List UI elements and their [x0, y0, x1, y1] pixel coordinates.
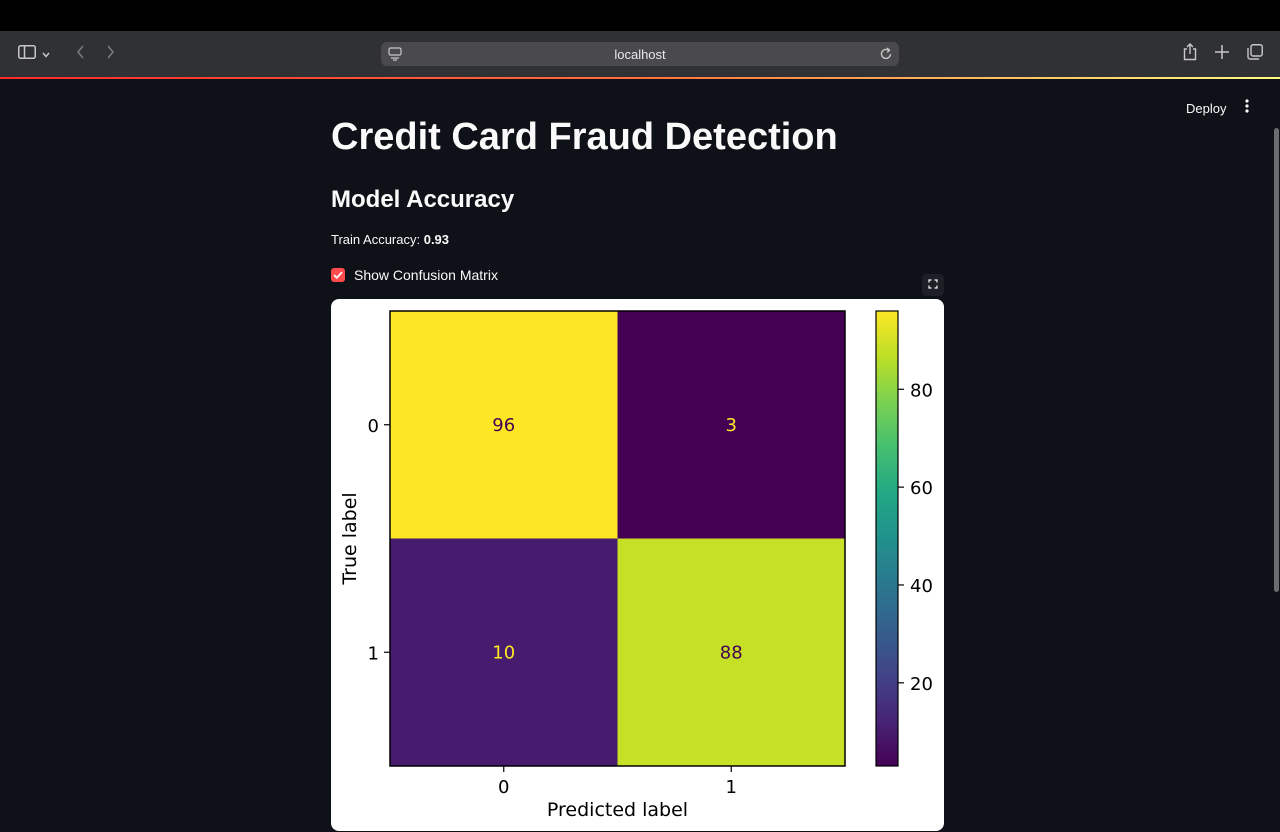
confusion-matrix-chart: 96 3 10 88 0 1 0 1 Predicted label True label 20 40…: [331, 299, 944, 831]
chevron-right-icon: [106, 44, 115, 64]
matrix-cell: [617, 311, 845, 539]
window-top-bar: [0, 0, 1280, 31]
deploy-button[interactable]: Deploy: [1186, 100, 1227, 116]
back-button[interactable]: [70, 31, 90, 77]
colorbar-tick-label: 20: [910, 674, 933, 695]
x-tick-label: 0: [498, 777, 509, 798]
chevron-left-icon: [76, 44, 85, 64]
matrix-cell: [390, 538, 618, 766]
new-tab-button[interactable]: [1210, 31, 1234, 77]
chevron-down-icon: [42, 45, 50, 63]
cell-value-label: 10: [492, 642, 515, 663]
fullscreen-button[interactable]: [922, 274, 944, 296]
y-tick-label: 0: [368, 416, 379, 437]
share-button[interactable]: [1178, 31, 1202, 77]
confusion-matrix-checkbox[interactable]: [331, 268, 345, 282]
checkmark-icon: [333, 266, 343, 284]
main-menu-button[interactable]: [1236, 97, 1258, 119]
cell-value-label: 3: [726, 415, 737, 436]
share-icon: [1183, 42, 1197, 66]
plus-icon: [1215, 44, 1229, 64]
colorbar-tick-label: 80: [910, 380, 933, 401]
more-vertical-icon: [1245, 98, 1249, 118]
reload-icon[interactable]: [879, 47, 893, 66]
page-scrollbar[interactable]: [1274, 128, 1279, 592]
sidebar-toggle-button[interactable]: [14, 31, 54, 77]
matrix-frame: [389, 310, 846, 767]
accuracy-label: Train Accuracy:: [331, 232, 424, 247]
url-text: localhost: [614, 46, 666, 62]
page-title: Credit Card Fraud Detection: [331, 116, 838, 158]
matrix-cell: [617, 538, 845, 766]
colorbar: [875, 310, 899, 767]
matrix-cell: [390, 311, 618, 539]
cell-value-label: 96: [492, 415, 515, 436]
x-axis-label: Predicted label: [547, 799, 688, 821]
header-decoration: [0, 77, 1280, 79]
section-heading: Model Accuracy: [331, 186, 515, 213]
tabs-icon: [1247, 43, 1263, 65]
tab-overview-button[interactable]: [1243, 31, 1267, 77]
colorbar-tick-label: 40: [910, 576, 933, 597]
y-axis-label: True label: [339, 492, 361, 585]
colorbar-tick-label: 60: [910, 478, 933, 499]
expand-icon: [928, 276, 938, 294]
checkbox-label[interactable]: Show Confusion Matrix: [354, 267, 498, 283]
accuracy-text: Train Accuracy: 0.93: [331, 232, 449, 247]
address-bar[interactable]: localhost: [381, 42, 899, 66]
y-tick-label: 1: [368, 643, 379, 664]
sidebar-icon: [18, 44, 36, 64]
forward-button[interactable]: [100, 31, 120, 77]
x-tick-label: 1: [726, 777, 737, 798]
site-settings-icon[interactable]: [388, 47, 402, 66]
cell-value-label: 88: [720, 642, 743, 663]
accuracy-value: 0.93: [423, 232, 450, 247]
